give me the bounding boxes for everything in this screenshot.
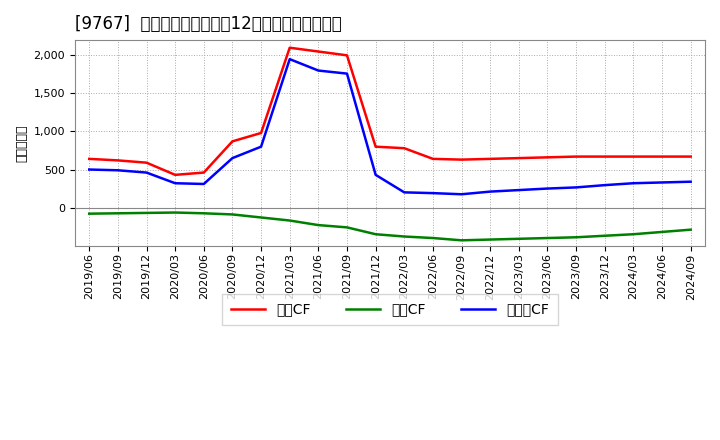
フリーCF bbox=[572, 185, 580, 190]
フリーCF bbox=[142, 170, 150, 175]
Line: 営業CF: 営業CF bbox=[89, 48, 690, 175]
Y-axis label: （百万円）: （百万円） bbox=[15, 124, 28, 161]
営業CF bbox=[486, 156, 495, 161]
投資CF bbox=[372, 231, 380, 237]
投資CF bbox=[657, 229, 666, 235]
フリーCF bbox=[629, 180, 638, 186]
フリーCF bbox=[228, 155, 237, 161]
営業CF bbox=[629, 154, 638, 159]
Line: フリーCF: フリーCF bbox=[89, 59, 690, 194]
営業CF bbox=[543, 155, 552, 160]
投資CF bbox=[114, 211, 122, 216]
フリーCF bbox=[314, 68, 323, 73]
フリーCF bbox=[515, 187, 523, 193]
フリーCF bbox=[686, 179, 695, 184]
投資CF bbox=[314, 223, 323, 228]
フリーCF bbox=[285, 56, 294, 62]
フリーCF bbox=[400, 190, 408, 195]
フリーCF bbox=[486, 189, 495, 194]
Legend: 営業CF, 投資CF, フリーCF: 営業CF, 投資CF, フリーCF bbox=[222, 294, 558, 325]
フリーCF bbox=[343, 71, 351, 76]
投資CF bbox=[285, 218, 294, 223]
投資CF bbox=[629, 231, 638, 237]
フリーCF bbox=[457, 192, 466, 197]
投資CF bbox=[171, 210, 179, 215]
営業CF bbox=[228, 139, 237, 144]
フリーCF bbox=[199, 181, 208, 187]
営業CF bbox=[600, 154, 609, 159]
営業CF bbox=[142, 160, 150, 165]
営業CF bbox=[85, 156, 94, 161]
営業CF bbox=[686, 154, 695, 159]
営業CF bbox=[257, 130, 266, 136]
投資CF bbox=[600, 233, 609, 238]
営業CF bbox=[657, 154, 666, 159]
投資CF bbox=[400, 234, 408, 239]
営業CF bbox=[199, 170, 208, 175]
Line: 投資CF: 投資CF bbox=[89, 213, 690, 240]
フリーCF bbox=[600, 183, 609, 188]
フリーCF bbox=[372, 172, 380, 177]
営業CF bbox=[285, 45, 294, 50]
営業CF bbox=[114, 158, 122, 163]
投資CF bbox=[572, 235, 580, 240]
フリーCF bbox=[257, 144, 266, 149]
営業CF bbox=[457, 157, 466, 162]
営業CF bbox=[343, 53, 351, 58]
営業CF bbox=[372, 144, 380, 149]
営業CF bbox=[400, 146, 408, 151]
フリーCF bbox=[114, 168, 122, 173]
投資CF bbox=[543, 235, 552, 241]
営業CF bbox=[515, 155, 523, 161]
フリーCF bbox=[428, 191, 437, 196]
営業CF bbox=[428, 156, 437, 161]
投資CF bbox=[199, 211, 208, 216]
投資CF bbox=[486, 237, 495, 242]
投資CF bbox=[142, 210, 150, 216]
投資CF bbox=[228, 212, 237, 217]
フリーCF bbox=[657, 180, 666, 185]
投資CF bbox=[428, 235, 437, 241]
投資CF bbox=[343, 225, 351, 230]
投資CF bbox=[686, 227, 695, 232]
投資CF bbox=[257, 215, 266, 220]
営業CF bbox=[171, 172, 179, 177]
Text: [9767]  キャッシュフローの12か月移動合計の推移: [9767] キャッシュフローの12か月移動合計の推移 bbox=[75, 15, 342, 33]
フリーCF bbox=[543, 186, 552, 191]
フリーCF bbox=[85, 167, 94, 172]
フリーCF bbox=[171, 180, 179, 186]
投資CF bbox=[85, 211, 94, 216]
投資CF bbox=[515, 236, 523, 242]
投資CF bbox=[457, 238, 466, 243]
営業CF bbox=[314, 49, 323, 54]
営業CF bbox=[572, 154, 580, 159]
